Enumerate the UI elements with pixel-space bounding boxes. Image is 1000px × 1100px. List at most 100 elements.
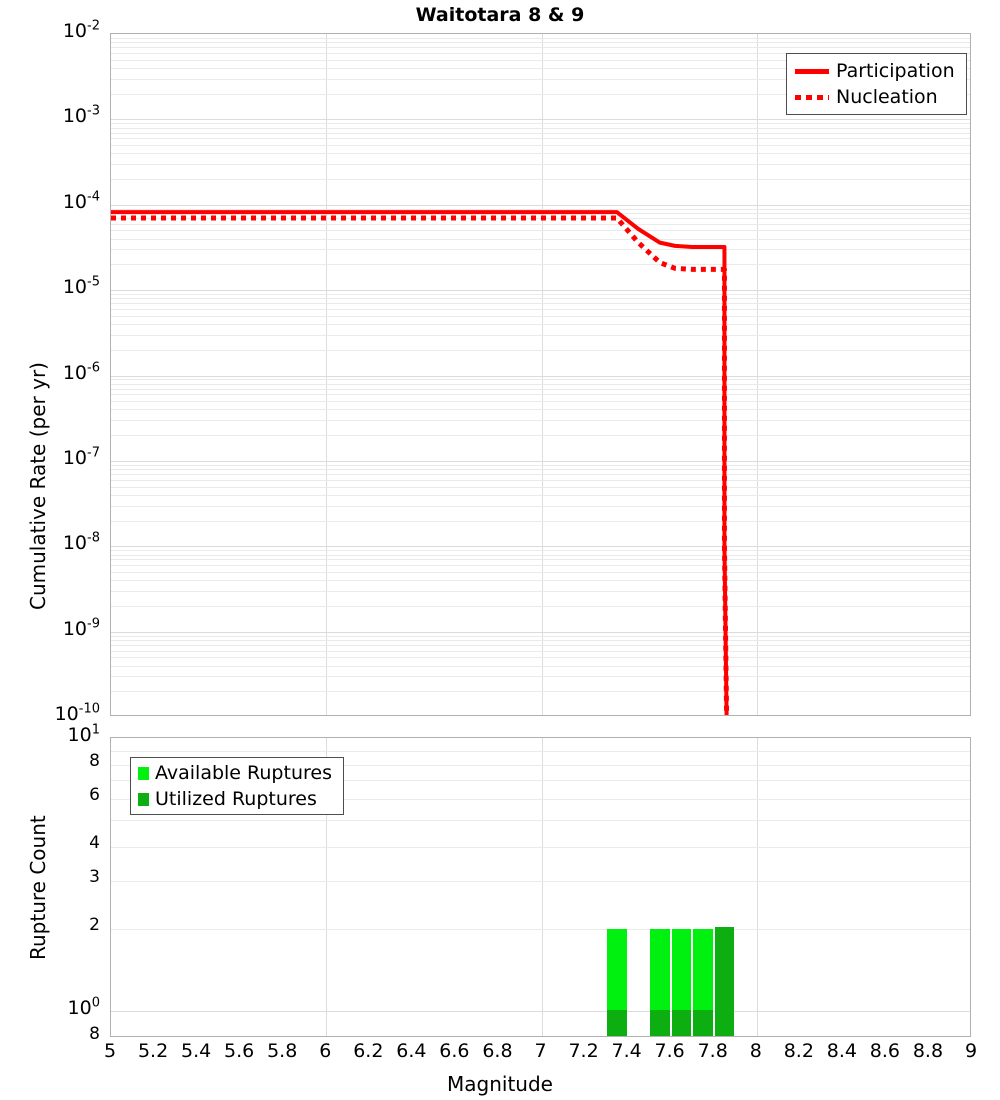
gridline-horizontal (111, 123, 970, 125)
gridline-horizontal (111, 119, 970, 121)
utilized-rupture-bar (693, 1009, 713, 1036)
gridline-horizontal (111, 764, 970, 766)
gridline-vertical (756, 738, 758, 1036)
gridline-horizontal (111, 798, 970, 800)
gridline-vertical (756, 34, 758, 715)
gridline-horizontal (111, 881, 970, 882)
dotted-line-icon (795, 94, 829, 100)
gridline-horizontal (111, 145, 970, 147)
legend-item: Utilized Ruptures (131, 786, 343, 812)
gridline-horizontal (111, 665, 970, 667)
y-tick-label: 10-5 (62, 274, 100, 299)
x-axis-label: Magnitude (447, 1072, 553, 1096)
y-tick-label: 8 (89, 750, 100, 771)
gridline-horizontal (111, 631, 970, 633)
gridline-horizontal (111, 309, 970, 311)
table-row (650, 929, 670, 1036)
x-tick-label: 8.6 (869, 1040, 900, 1062)
gridline-horizontal (111, 635, 970, 637)
gridline-horizontal (111, 388, 970, 390)
y-tick-label: 10-10 (54, 701, 100, 725)
gridline-horizontal (111, 846, 970, 848)
y-tick-label: 4 (89, 832, 100, 853)
gridline-horizontal (111, 469, 970, 471)
x-tick-label: 6.2 (353, 1040, 384, 1062)
gridline-horizontal (111, 657, 970, 659)
gridline-horizontal (111, 315, 970, 317)
legend-item: Participation (787, 58, 966, 84)
gridline-horizontal (111, 505, 970, 507)
gridline-horizontal (111, 217, 970, 219)
gridline-horizontal (111, 605, 970, 607)
color-swatch-icon (138, 766, 149, 780)
gridline-horizontal (111, 676, 970, 678)
y-tick-label: 101 (67, 722, 100, 746)
gridline-horizontal (111, 138, 970, 140)
gridline-horizontal (111, 590, 970, 592)
gridline-horizontal (111, 303, 970, 305)
x-tick-label: 7.8 (697, 1040, 728, 1062)
x-tick-label: 7.6 (654, 1040, 685, 1062)
legend-item: Available Ruptures (131, 760, 343, 786)
gridline-horizontal (111, 464, 970, 466)
y-tick-label: 10-3 (62, 104, 100, 128)
y-tick-label: 6 (89, 784, 100, 805)
table-row (693, 929, 713, 1036)
y-tick-label: 10-8 (62, 530, 100, 555)
gridline-horizontal (111, 132, 970, 134)
x-tick-label: 5.2 (137, 1040, 169, 1062)
gridline-horizontal (111, 460, 970, 462)
top-y-axis-label: Cumulative Rate (per yr) (26, 362, 50, 610)
y-tick-label: 100 (67, 996, 100, 1020)
legend-label: Available Ruptures (155, 762, 332, 784)
gridline-vertical (541, 738, 543, 1036)
available-rupture-bar (671, 929, 692, 1036)
gridline-horizontal (111, 650, 970, 652)
gridline-horizontal (111, 409, 970, 411)
gridline-horizontal (111, 820, 970, 822)
gridline-horizontal (111, 249, 970, 251)
gridline-horizontal (111, 324, 970, 326)
gridline-horizontal (111, 691, 970, 693)
gridline-horizontal (111, 375, 970, 377)
gridline-vertical (326, 738, 328, 1036)
gridline-horizontal (111, 78, 970, 80)
x-tick-label: 6.4 (396, 1040, 427, 1062)
x-tick-label: 6.8 (482, 1040, 513, 1062)
y-tick-label: 2 (89, 915, 100, 936)
x-tick-label: 6.6 (439, 1040, 470, 1062)
gridline-horizontal (111, 334, 970, 336)
gridline-horizontal (111, 479, 970, 481)
gridline-horizontal (111, 565, 970, 567)
available-rupture-bar (693, 929, 713, 1036)
solid-line-icon (795, 68, 829, 74)
gridline-horizontal (111, 394, 970, 396)
rate-curves (111, 210, 730, 715)
gridline-horizontal (111, 294, 970, 296)
x-tick-label: 7.2 (568, 1040, 599, 1062)
gridline-horizontal (111, 546, 970, 548)
gridline-horizontal (111, 164, 970, 166)
page-title: Waitotara 8 & 9 (415, 4, 585, 26)
utilized-rupture-bar (607, 1009, 627, 1036)
utilized-rupture-bar (671, 1009, 692, 1036)
top-legend: Participation Nucleation (786, 53, 967, 115)
gridline-horizontal (111, 494, 970, 496)
x-tick-label: 8 (749, 1040, 762, 1062)
available-rupture-bar (607, 929, 627, 1036)
gridline-horizontal (111, 37, 970, 39)
gridline-horizontal (111, 67, 970, 69)
x-tick-label: 5.6 (224, 1040, 255, 1062)
x-tick-label: 5.4 (180, 1040, 212, 1062)
y-tick-label: 10-2 (62, 18, 100, 42)
gridline-horizontal (111, 580, 970, 582)
table-row (607, 929, 627, 1036)
gridline-horizontal (111, 383, 970, 385)
gridline-horizontal (111, 1011, 970, 1013)
legend-label: Utilized Ruptures (155, 788, 317, 810)
y-tick-label: 10-9 (62, 616, 100, 640)
gridline-horizontal (111, 559, 970, 561)
available-rupture-bar (650, 929, 670, 1036)
gridline-horizontal (111, 420, 970, 422)
table-row (671, 929, 692, 1036)
